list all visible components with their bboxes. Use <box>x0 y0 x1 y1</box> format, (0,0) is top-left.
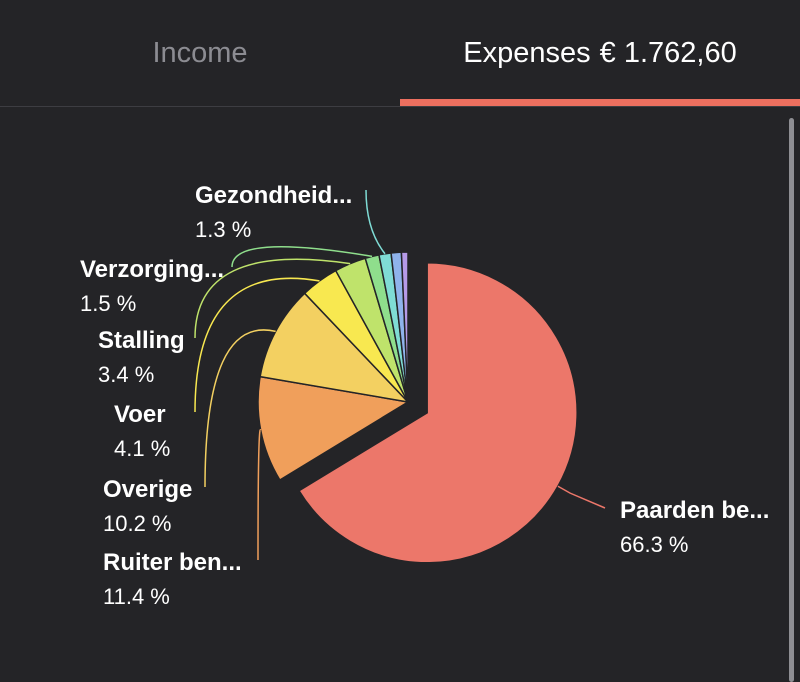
slice-label-0: Paarden be... <box>620 497 769 524</box>
tab-bar: Income Expenses € 1.762,60 <box>0 0 800 107</box>
slice-percent-0: 66.3 % <box>620 532 689 557</box>
leader-line-6 <box>365 189 386 255</box>
tab-expenses[interactable]: Expenses € 1.762,60 <box>400 0 800 106</box>
slice-percent-6: 1.3 % <box>195 217 251 242</box>
slice-label-6: Gezondheid... <box>195 182 352 209</box>
slice-label-1: Ruiter ben... <box>103 549 242 576</box>
slice-percent-3: 4.1 % <box>114 436 170 461</box>
slice-label-4: Stalling <box>98 327 185 354</box>
slice-percent-2: 10.2 % <box>103 511 172 536</box>
leader-line-4 <box>194 258 351 339</box>
slice-label-2: Overige <box>103 476 192 503</box>
slice-percent-1: 11.4 % <box>103 584 170 609</box>
slice-label-3: Voer <box>114 401 166 428</box>
leader-line-3 <box>194 277 320 413</box>
tab-income[interactable]: Income <box>0 0 400 106</box>
pie-slice-1[interactable] <box>257 375 411 482</box>
active-tab-indicator <box>400 99 800 106</box>
leader-line-1 <box>257 429 262 561</box>
scrollbar[interactable] <box>789 118 794 682</box>
leader-line-0 <box>557 485 606 509</box>
tab-income-label: Income <box>152 36 248 69</box>
expenses-total: € 1.762,60 <box>599 36 737 69</box>
slice-label-5: Verzorging... <box>80 256 224 283</box>
pie-slice-8[interactable] <box>400 251 409 403</box>
tab-expenses-label: Expenses <box>463 36 591 69</box>
slice-percent-5: 1.5 % <box>80 291 136 316</box>
leader-line-5 <box>231 246 373 268</box>
slice-percent-4: 3.4 % <box>98 362 154 387</box>
leader-line-2 <box>204 329 276 488</box>
